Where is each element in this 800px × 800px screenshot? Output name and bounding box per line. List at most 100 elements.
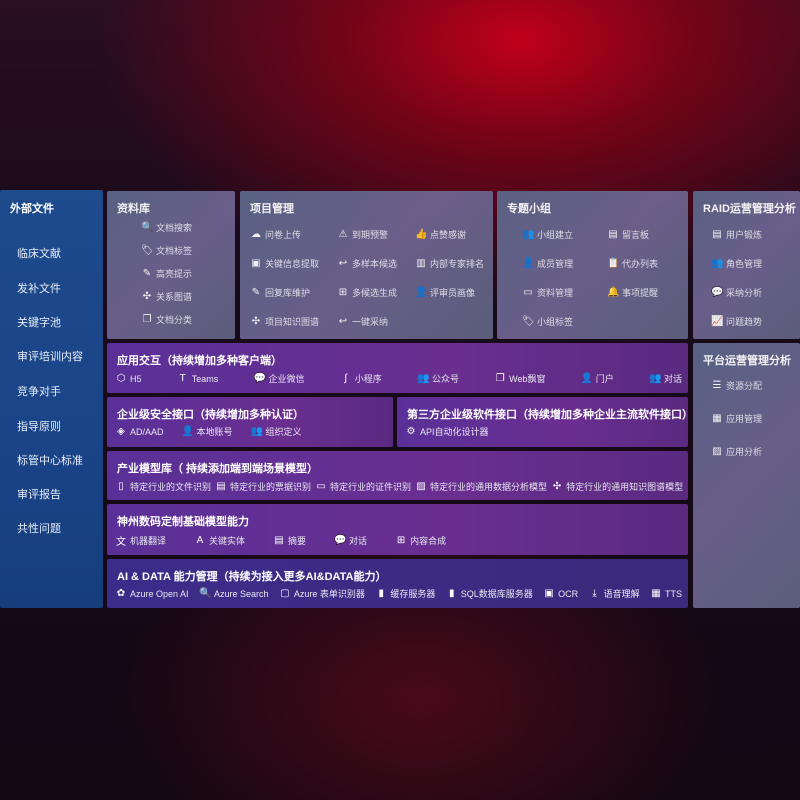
feature-item[interactable]: 文机器翻译 — [115, 533, 166, 548]
users-icon: 👥 — [711, 258, 724, 269]
local-account-icon: 👤 — [181, 426, 194, 437]
feature-item[interactable]: ▣ OCR — [543, 588, 578, 599]
feature-label: 关系图谱 — [156, 292, 193, 302]
feature-item[interactable]: ◈ AD/AAD — [115, 426, 164, 437]
feature-item[interactable]: ▨ 特定行业的通用数据分析模型 — [415, 480, 547, 493]
feature-item[interactable]: 🔍 文档搜索 — [141, 221, 192, 234]
feature-item[interactable]: 📋 代办列表 — [607, 257, 658, 270]
feature-item[interactable]: ✎ 高亮提示 — [141, 267, 192, 280]
feature-item[interactable]: ▭ 特定行业的证件识别 — [315, 480, 411, 493]
feature-item[interactable]: ↩ 多样本候选 — [337, 257, 397, 270]
feature-item[interactable]: 📈 问题趋势 — [711, 315, 762, 328]
feature-item[interactable]: ↩ 一键采纳 — [337, 315, 388, 328]
sidebar-item[interactable]: 竞争对手 — [17, 386, 61, 398]
feature-item[interactable]: ▮ 缓存服务器 — [375, 587, 436, 600]
panel-library: 资料库 🔍 文档搜索 🏷 文档标签 ✎ 高亮提示 ✣ 关系图谱 ❐ 文档分类 — [107, 191, 235, 339]
sidebar-item[interactable]: 临床文献 — [17, 248, 61, 260]
feature-item[interactable]: ☰ 资源分配 — [711, 379, 763, 392]
feature-item[interactable]: ⊞ 多候选生成 — [337, 286, 397, 299]
document-search-icon: 🔍 — [141, 222, 154, 233]
feature-item[interactable]: 👥 小组建立 — [522, 228, 573, 241]
feature-item[interactable]: 👍 点赞感谢 — [415, 228, 466, 241]
feature-label: 机器翻译 — [130, 536, 167, 546]
receipt-icon: ▤ — [216, 481, 226, 492]
sidebar-item[interactable]: 审评培训内容 — [17, 351, 83, 363]
feature-item[interactable]: ⚙ API自动化设计器 — [405, 425, 489, 438]
feature-label: 组织定义 — [265, 427, 302, 437]
feature-item[interactable]: 👤 评审员画像 — [415, 286, 475, 299]
feature-item[interactable]: 👤 本地账号 — [182, 425, 233, 438]
feature-item[interactable]: ∫ 小程序 — [340, 372, 381, 385]
sidebar-item[interactable]: 指导原则 — [17, 421, 61, 433]
feature-label: Azure Search — [213, 588, 269, 599]
feature-item[interactable]: 👥 角色管理 — [711, 257, 762, 270]
feature-row: ◈ AD/AAD 👤 本地账号 👥 组织定义 — [115, 425, 387, 438]
feature-item[interactable]: ✣ 关系图谱 — [141, 290, 192, 303]
feature-item[interactable]: ☁ 问卷上传 — [250, 228, 301, 241]
feature-item[interactable]: 🏷 文档标签 — [141, 244, 192, 257]
sidebar-item[interactable]: 审评报告 — [17, 489, 61, 501]
search-icon: 🔍 — [198, 588, 212, 599]
feature-item[interactable]: ▭ 资料管理 — [522, 286, 573, 299]
feature-item[interactable]: ⚠ 到期预警 — [337, 228, 389, 241]
feature-item[interactable]: A 关键实体 — [194, 534, 245, 547]
feature-item[interactable]: ⤓ 语音理解 — [589, 587, 639, 600]
feature-label: 内容合成 — [410, 536, 447, 546]
sidebar-item[interactable]: 标管中心标准 — [17, 455, 83, 467]
feature-label: AD/AAD — [130, 426, 164, 437]
feature-item[interactable]: ▤ 留言板 — [607, 228, 649, 241]
feature-item[interactable]: 💬 企业微信 — [253, 372, 304, 385]
user-add-icon: 👤 — [522, 258, 535, 269]
sidebar-item[interactable]: 发补文件 — [17, 283, 61, 295]
feature-item[interactable]: ▦ TTS — [650, 588, 682, 599]
feature-label: 特定行业的通用数据分析模型 — [430, 482, 548, 492]
feature-label: TTS — [664, 588, 682, 599]
feature-label: 问卷上传 — [265, 230, 302, 240]
panel-title: 神州数码定制基础模型能力 — [117, 516, 249, 528]
feature-item[interactable]: 👥 公众号 — [417, 372, 459, 385]
feature-item[interactable]: ▤ 特定行业的票据识别 — [215, 480, 311, 493]
translate-icon: 文 — [116, 537, 126, 548]
feature-item[interactable]: ⊞ 内容合成 — [395, 534, 446, 547]
feature-item[interactable]: ✣ 特定行业的通用知识图谱模型 — [551, 480, 683, 493]
feature-item[interactable]: ▦ 应用管理 — [711, 412, 762, 425]
panel-industry-models: 产业模型库（ 持续添加端到端场景模型） ▯ 特定行业的文件识别 ▤ 特定行业的票据识别 ▭… — [107, 451, 688, 500]
public-account-icon: 👥 — [416, 373, 430, 384]
panel-topic-group: 专题小组 👥 小组建立 ▤ 留言板 👤 成员管理 📋 代办列表 ▭ 资料管理 🔔 事项提醒 🏷 小组标签 — [497, 191, 688, 339]
id-card-icon: ▭ — [316, 481, 326, 492]
feature-item[interactable]: 💬 对话 — [334, 534, 367, 547]
feature-label: 用户锻炼 — [726, 230, 763, 240]
feature-item[interactable]: 🏷 小组标签 — [522, 315, 573, 328]
feature-item[interactable]: 🔔 事项提醒 — [607, 286, 658, 299]
feature-item[interactable]: ▤ 用户锻炼 — [711, 228, 762, 241]
file-icon: ▯ — [118, 481, 124, 492]
feature-item[interactable]: ▢ Azure 表单识别器 — [279, 587, 365, 600]
feature-item[interactable]: ▮ SQL数据库服务器 — [446, 587, 533, 600]
feature-item[interactable]: ▤ 摘要 — [273, 534, 306, 547]
feature-item[interactable]: 👤 成员管理 — [522, 257, 573, 270]
feature-item[interactable]: ▣ 关键信息提取 — [250, 257, 319, 270]
feature-item[interactable]: ⬡ H5 — [115, 373, 142, 384]
feature-item[interactable]: 🔍 Azure Search — [199, 588, 269, 599]
feature-label: 特定行业的证件识别 — [330, 482, 412, 492]
feature-item[interactable]: T Teams — [177, 373, 219, 384]
feature-item[interactable]: 💬 采纳分析 — [711, 286, 762, 299]
feature-item[interactable]: 👥 组织定义 — [251, 425, 302, 438]
ad-icon: ◈ — [117, 426, 125, 437]
feature-label: OCR — [558, 588, 579, 599]
feature-item[interactable]: ❐ Web飘窗 — [494, 372, 546, 385]
feature-item[interactable]: 👥 对话 — [649, 372, 682, 385]
feature-row: ✿ Azure Open AI 🔍 Azure Search ▢ Azure 表单识别器 ▮… — [115, 587, 682, 600]
feature-item[interactable]: ✣ 项目知识图谱 — [250, 315, 319, 328]
feature-item[interactable]: ▯ 特定行业的文件识别 — [115, 480, 211, 493]
feature-item[interactable]: ▨ 应用分析 — [711, 445, 762, 458]
feature-item[interactable]: ▥ 内部专家排名 — [415, 257, 484, 270]
summary-icon: ▤ — [274, 535, 284, 546]
feature-item[interactable]: ✎ 回复库维护 — [250, 286, 310, 299]
feature-item[interactable]: 👤 门户 — [581, 372, 614, 385]
sidebar-item[interactable]: 共性问题 — [17, 523, 61, 535]
sidebar-item[interactable]: 关键字池 — [17, 317, 61, 329]
feature-label: SQL数据库服务器 — [460, 589, 533, 599]
feature-item[interactable]: ❐ 文档分类 — [141, 313, 193, 326]
feature-item[interactable]: ✿ Azure Open AI — [115, 588, 189, 599]
